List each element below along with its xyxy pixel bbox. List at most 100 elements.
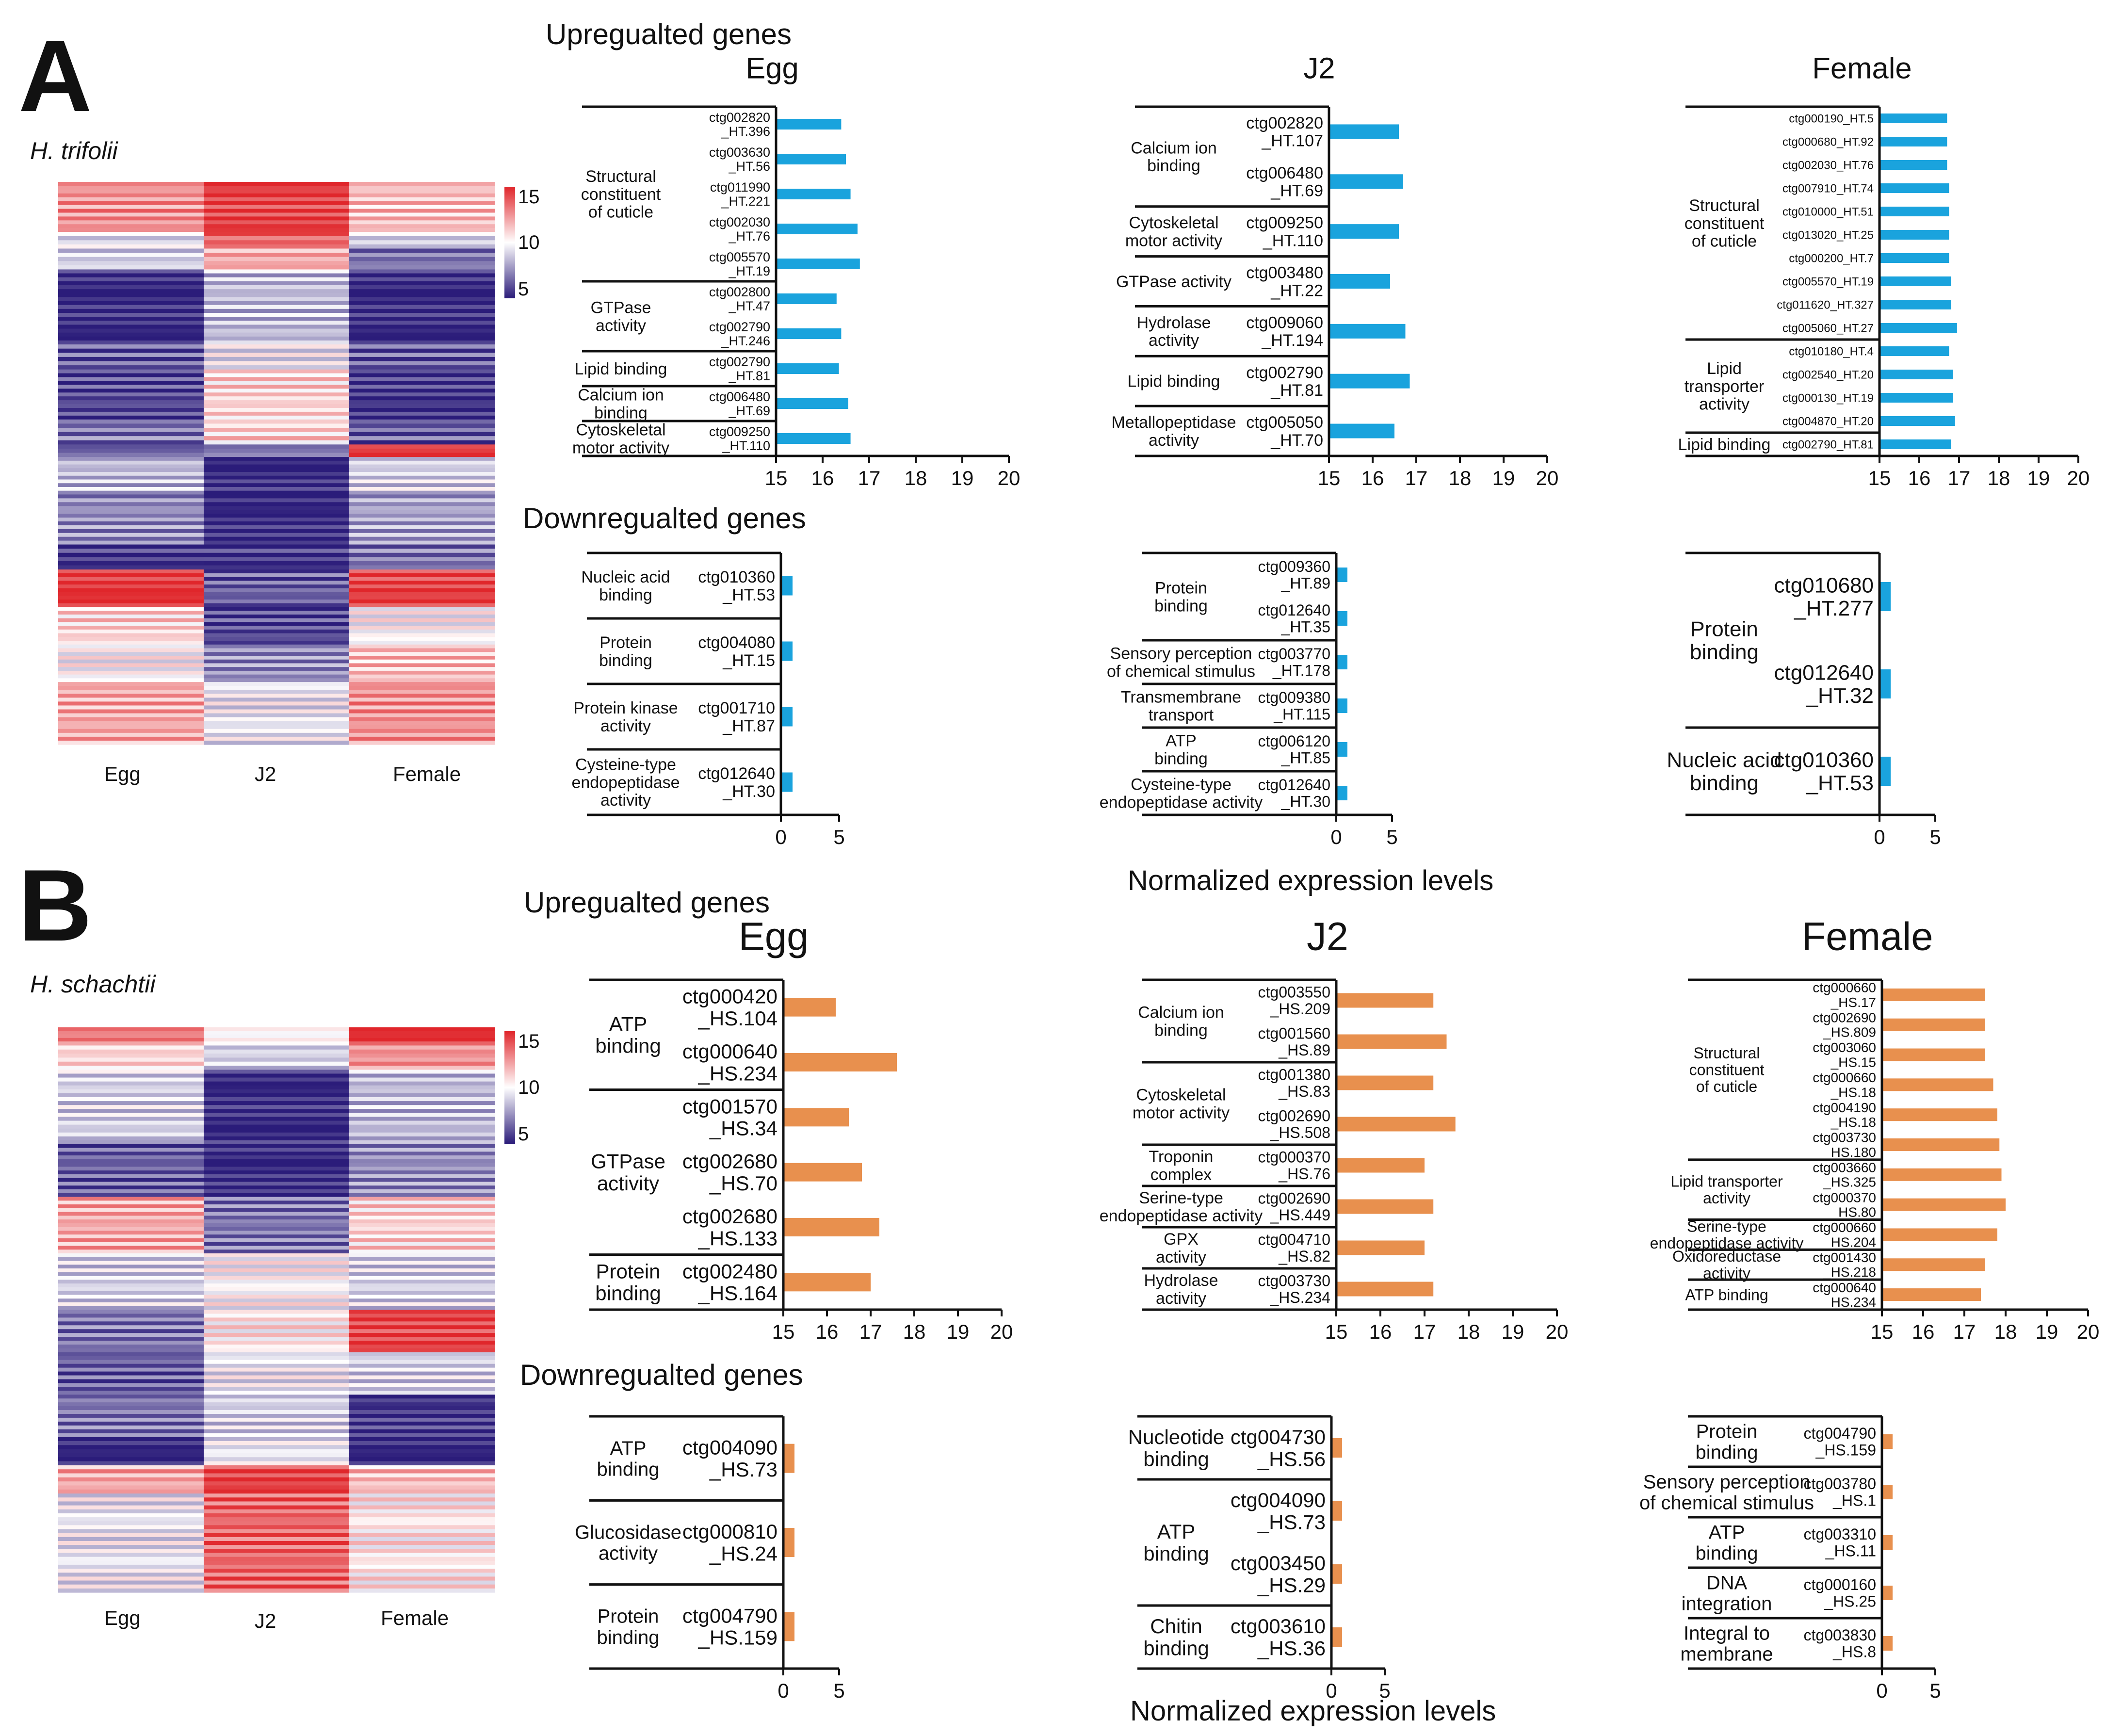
heatmap-cell: [58, 1537, 204, 1541]
heatmap-cell: [204, 1219, 350, 1224]
heatmap-cell: [204, 1501, 350, 1506]
heatmap-cell: [58, 253, 204, 258]
heatmap-cell: [349, 1489, 495, 1494]
x-tick-label: 19: [1492, 467, 1515, 489]
heatmap-cell: [58, 487, 204, 491]
heatmap-cell: [349, 690, 495, 694]
heatmap-cell: [204, 1234, 350, 1239]
x-tick-label: 5: [1929, 1679, 1941, 1702]
heatmap-cell: [349, 584, 495, 589]
gene-label: ctg010000_HT.51: [1782, 205, 1874, 218]
bar: [1331, 1438, 1342, 1458]
group-label: Protein kinase activity: [573, 699, 678, 735]
group-label: GTPase activity: [1116, 273, 1231, 291]
bar: [1336, 568, 1347, 582]
heatmap-cell: [204, 277, 350, 282]
heatmap-cell: [349, 1204, 495, 1209]
heatmap-cell: [349, 209, 495, 213]
heatmap-cell: [349, 1295, 495, 1299]
heatmap-cell: [204, 1537, 350, 1541]
heatmap-cell: [349, 1348, 495, 1353]
heatmap-cell: [58, 1321, 204, 1326]
gene-label: ctg000190_HT.5: [1789, 112, 1874, 125]
heatmap-cell: [58, 736, 204, 741]
heatmap-cell: [58, 1185, 204, 1190]
heatmap-cell: [349, 240, 495, 245]
heatmap-cell: [204, 721, 350, 726]
heatmap-cell: [349, 549, 495, 553]
heatmap-cell: [349, 618, 495, 622]
x-tick-label: 15: [1318, 467, 1341, 489]
heatmap-cell: [58, 1298, 204, 1303]
gene-label: ctg000420 _HS.104: [682, 985, 778, 1030]
heatmap-cell: [204, 1193, 350, 1198]
x-tick-label: 15: [772, 1320, 795, 1343]
group-label: ATP binding: [1695, 1522, 1758, 1564]
heatmap-cell: [204, 1227, 350, 1231]
heatmap-cell: [204, 1437, 350, 1442]
heatmap-cell: [349, 1465, 495, 1470]
heatmap-cell: [58, 1425, 204, 1430]
heatmap-cell: [349, 682, 495, 686]
heatmap-b-col-female: Female: [381, 1606, 449, 1629]
heatmap-cell: [58, 557, 204, 562]
bar: [783, 1108, 849, 1127]
heatmap-cell: [204, 1457, 350, 1462]
gene-label: ctg004190 _HS.18: [1813, 1100, 1876, 1130]
gene-label: ctg001710 _HT.87: [698, 699, 775, 735]
heatmap-cell: [204, 1295, 350, 1299]
x-tick-label: 0: [775, 826, 786, 848]
bar: [1882, 1168, 2002, 1181]
heatmap-cell: [204, 392, 350, 397]
heatmap-cell: [58, 1178, 204, 1183]
heatmap-cell: [58, 392, 204, 397]
heatmap-cell: [349, 1265, 495, 1269]
heatmap-cell: [349, 1081, 495, 1086]
heatmap-cell: [58, 419, 204, 424]
heatmap-cell: [204, 182, 350, 186]
bar: [781, 641, 793, 661]
group-label: Calcium ion binding: [578, 386, 664, 422]
heatmap-cell: [204, 483, 350, 487]
heatmap-cell: [58, 1227, 204, 1231]
heatmap-cell: [204, 1242, 350, 1247]
heatmap-cell: [204, 502, 350, 506]
heatmap-cell: [58, 1034, 204, 1038]
heatmap-cell: [58, 1057, 204, 1062]
heatmap-cell: [349, 301, 495, 306]
heatmap-cell: [204, 1144, 350, 1149]
heatmap-cell: [349, 1227, 495, 1231]
heatmap-cell: [204, 1265, 350, 1269]
heatmap-cell: [349, 1509, 495, 1514]
heatmap-cell: [204, 185, 350, 190]
heatmap-cell: [349, 713, 495, 718]
heatmap-cell: [349, 1101, 495, 1105]
heatmap-cell: [58, 1219, 204, 1224]
heatmap-cell: [349, 725, 495, 730]
gene-label: ctg004090 _HS.73: [682, 1436, 778, 1481]
heatmap-cell: [204, 396, 350, 401]
gene-label: ctg001570 _HS.34: [682, 1095, 778, 1139]
heatmap-cell: [349, 182, 495, 186]
heatmap-cell: [58, 1070, 204, 1074]
heatmap-cell: [349, 361, 495, 366]
up-title-a: Upregualted genes: [546, 18, 792, 50]
heatmap-cell: [349, 1144, 495, 1149]
bar: [1329, 324, 1406, 339]
heatmap-cell: [204, 1348, 350, 1353]
heatmap-cell: [349, 475, 495, 480]
heatmap-cell: [58, 573, 204, 578]
heatmap-cell: [58, 690, 204, 694]
heatmap-cell: [204, 400, 350, 405]
heatmap-cell: [349, 1429, 495, 1434]
heatmap-cell: [58, 348, 204, 353]
heatmap-cell: [349, 1341, 495, 1345]
group-label: Integral to membrane: [1680, 1622, 1773, 1665]
heatmap-cell: [349, 1302, 495, 1307]
heatmap-cell: [204, 1238, 350, 1243]
heatmap-cell: [349, 1573, 495, 1577]
heatmap-cell: [204, 1469, 350, 1474]
gene-label: ctg009250 _HT.110: [709, 424, 770, 453]
heatmap-cell: [349, 1306, 495, 1311]
